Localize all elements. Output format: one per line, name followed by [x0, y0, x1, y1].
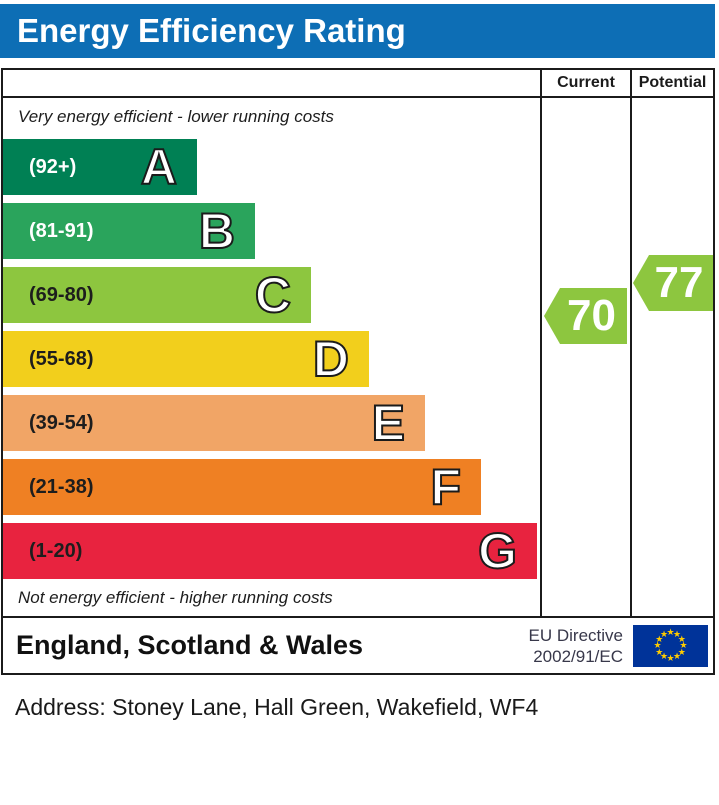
eu-directive-text: EU Directive 2002/91/EC — [529, 625, 623, 667]
band-letter: E — [371, 395, 406, 451]
band-range-label: (1-20) — [29, 539, 83, 562]
band-range-label: (55-68) — [29, 347, 94, 370]
band-range-label: (81-91) — [29, 219, 94, 242]
eu-flag-star: ★ — [666, 653, 675, 663]
band-range-label: (39-54) — [29, 411, 94, 434]
band-letter: G — [477, 523, 518, 579]
rating-bands-column: Very energy efficient - lower running co… — [3, 98, 540, 616]
current-column: 70 — [540, 98, 630, 616]
band-letter: B — [198, 203, 236, 259]
eu-flag-star: ★ — [672, 651, 682, 662]
band-letter: A — [140, 139, 178, 195]
eu-flag-star: ★ — [659, 651, 669, 662]
page-title: Energy Efficiency Rating — [17, 12, 406, 49]
header-cell-potential: Potential — [630, 70, 713, 96]
band-row-a: (92+) A — [3, 139, 197, 195]
eu-flag-star: ★ — [659, 628, 669, 639]
eu-flag-star: ★ — [672, 628, 682, 639]
band-range-label: (92+) — [29, 155, 77, 178]
eu-flag-icon: ★ ★ ★ ★ ★ ★ ★ ★ ★ ★ ★ ★ — [633, 624, 708, 667]
address-line: Address: Stoney Lane, Hall Green, Wakefi… — [15, 694, 539, 720]
table-footer-row: England, Scotland & Wales EU Directive 2… — [3, 616, 713, 673]
band-row-f: (21-38) F — [3, 459, 481, 515]
band-letter: F — [429, 459, 462, 515]
potential-rating-pointer: 77 — [633, 255, 713, 311]
eu-flag-star: ★ — [653, 640, 662, 650]
table-header-row: Current Potential — [3, 70, 713, 98]
eu-flag-star: ★ — [666, 627, 675, 637]
current-rating-pointer: 70 — [544, 288, 627, 344]
eu-flag-star: ★ — [677, 633, 686, 644]
header-cell-bands — [3, 70, 540, 96]
bottom-caption: Not energy efficient - higher running co… — [18, 588, 333, 607]
band-letter: D — [312, 331, 350, 387]
band-range-label: (21-38) — [29, 475, 94, 498]
band-row-d: (55-68) D — [3, 331, 369, 387]
band-row-c: (69-80) C — [3, 267, 311, 323]
band-row-b: (81-91) B — [3, 203, 255, 259]
eu-directive-line1: EU Directive — [528, 625, 623, 645]
title-bar: Energy Efficiency Rating — [0, 4, 715, 58]
current-rating-value: 70 — [567, 291, 616, 340]
potential-rating-value: 77 — [654, 258, 704, 307]
band-row-e: (39-54) E — [3, 395, 425, 451]
band-range-label: (69-80) — [29, 283, 94, 306]
region-label: England, Scotland & Wales — [16, 630, 364, 660]
energy-rating-table: Current Potential Very energy efficient … — [1, 68, 715, 675]
eu-directive-line2: 2002/91/EC — [533, 646, 623, 666]
eu-flag-star: ★ — [655, 646, 664, 657]
potential-column: 77 — [630, 98, 713, 616]
band-letter: C — [254, 267, 292, 323]
table-body: Very energy efficient - lower running co… — [3, 98, 713, 616]
eu-flag-star: ★ — [677, 646, 686, 657]
top-caption: Very energy efficient - lower running co… — [18, 107, 334, 126]
band-row-g: (1-20) G — [3, 523, 537, 579]
header-cell-current: Current — [540, 70, 630, 96]
eu-flag-star: ★ — [679, 640, 688, 650]
eu-flag-star: ★ — [655, 633, 664, 644]
